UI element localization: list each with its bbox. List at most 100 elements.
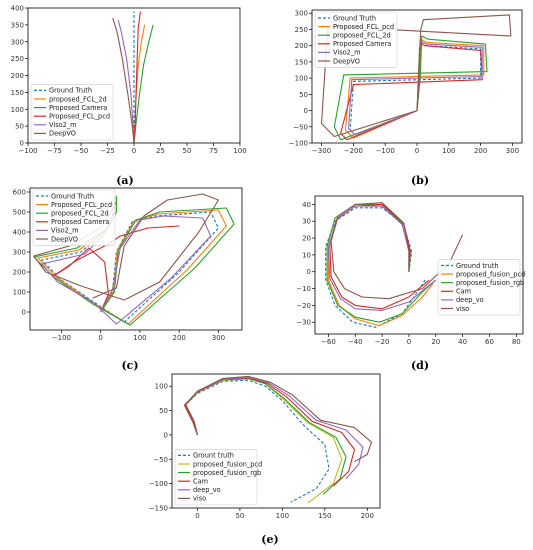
x-tick-label: 100: [233, 147, 246, 155]
x-tick-label: −20: [375, 338, 390, 346]
legend-entry: Cam: [193, 478, 208, 486]
legend-entry: proposed_fusion_rgb: [456, 279, 524, 287]
y-tick-label: 300: [13, 249, 26, 257]
legend-entry: Ground Truth: [51, 192, 94, 200]
legend-entry: Ground Truth: [333, 14, 376, 22]
y-tick-label: 30: [302, 218, 311, 226]
plot-frame-d: [314, 195, 524, 335]
legend-entry: Viso2_m: [49, 121, 77, 129]
x-tick-label: 0: [98, 334, 102, 342]
y-tick-label: 200: [13, 269, 26, 277]
legend-entry: DeepVO: [49, 130, 76, 138]
x-tick-label: −25: [100, 147, 115, 155]
plot-frame-c: [29, 187, 243, 331]
legend-entry: DeepVO: [333, 57, 360, 65]
y-tick-label: 200: [295, 42, 308, 50]
legend-entry: Proposed_FCL_pcd: [49, 113, 110, 121]
plot-frame-e: [171, 373, 381, 509]
y-tick-label: 300: [11, 38, 24, 46]
x-tick-label: 200: [474, 147, 487, 155]
series-line-d-3: [329, 203, 430, 310]
chart-panel-c: −100 0 100 200 300 0 100 200 300 400 500 600 Ground …: [13, 187, 243, 372]
series-group-e: [184, 375, 373, 504]
y-tick-label: 350: [11, 21, 24, 29]
y-tick-label: 250: [11, 55, 24, 63]
legend-entry: proposed_FCL_2d: [49, 95, 107, 103]
legend-box: [314, 11, 398, 68]
y-tick-label: 150: [11, 89, 24, 97]
series-line-e-3: [184, 377, 356, 487]
x-tick-label: 40: [458, 338, 467, 346]
chart-panel-b: −300 −200 −100 0 100 200 300 −100 −50 0 50 100 150 20…: [289, 9, 523, 187]
panel-caption-a: (a): [116, 174, 134, 187]
x-tick-label: 50: [235, 512, 244, 520]
y-tick-label: −100: [289, 140, 308, 148]
panel-caption-d: (d): [411, 359, 429, 372]
x-tick-label: 50: [183, 147, 192, 155]
chart-panel-e: 0 50 100 150 200 −150 −100 −50 0 50 100 Grount trut…: [149, 373, 381, 546]
y-tick-label: 100: [155, 383, 168, 391]
x-tick-label: 0: [407, 338, 411, 346]
series-line-a-5: [112, 17, 135, 143]
x-tick-label: 80: [512, 338, 521, 346]
x-tick-label: 60: [485, 338, 494, 346]
series-line-b-5: [320, 14, 512, 138]
y-tick-label: 250: [295, 26, 308, 34]
legend-entry: proposed_fusion_pcd: [456, 270, 525, 278]
legend-entry: Ground Truth: [49, 87, 92, 95]
legend-entry: viso: [456, 305, 469, 313]
x-tick-label: 0: [415, 147, 419, 155]
x-tick-label: −100: [52, 334, 71, 342]
legend-entry: Grount truth: [193, 452, 234, 460]
x-tick-label: −50: [74, 147, 89, 155]
x-tick-label: 25: [156, 147, 165, 155]
x-tick-label: 300: [212, 334, 225, 342]
legend-entry: proposed_FCL_2d: [51, 210, 109, 218]
y-tick-label: 0: [20, 140, 24, 148]
y-tick-label: 100: [11, 106, 24, 114]
x-tick-label: −40: [348, 338, 363, 346]
x-tick-label: −100: [18, 147, 37, 155]
y-tick-label: 400: [11, 5, 24, 13]
legend-entry: Ground truth: [456, 262, 499, 270]
x-tick-label: 200: [361, 512, 374, 520]
legend-entry: deep_vo: [193, 486, 221, 494]
y-tick-label: −20: [296, 302, 311, 310]
x-tick-label: 20: [431, 338, 440, 346]
x-tick-label: 100: [276, 512, 289, 520]
y-tick-label: −150: [149, 505, 168, 513]
series-line-d-4: [327, 205, 437, 311]
x-tick-label: 300: [506, 147, 519, 155]
series-line-c-4: [41, 215, 212, 325]
x-tick-label: −300: [312, 147, 331, 155]
legend-entry: proposed_FCL_2d: [333, 32, 391, 40]
x-tick-label: 100: [442, 147, 455, 155]
y-tick-label: 0: [164, 431, 168, 439]
legend-entry: Viso2_m: [51, 227, 79, 235]
series-group-b: [320, 14, 512, 141]
y-tick-label: −10: [296, 285, 311, 293]
y-tick-label: 500: [13, 209, 26, 217]
x-tick-label: −100: [376, 147, 395, 155]
y-tick-label: 0: [304, 107, 308, 115]
series-line-d-5: [330, 202, 464, 300]
y-tick-label: 100: [295, 75, 308, 83]
x-tick-label: 150: [318, 512, 331, 520]
y-tick-label: 0: [22, 309, 26, 317]
chart-panel-d: −60 −40 −20 0 20 40 60 80 −30 −20 −10 0 10 20 30 40 Grou…: [296, 195, 525, 372]
series-group-a: [112, 11, 154, 143]
legend-b: Ground TruthProposed_FCL_pcdproposed_FCL…: [314, 11, 398, 68]
series-line-e-5: [185, 375, 373, 463]
series-line-c-3: [53, 225, 180, 313]
x-tick-label: 100: [133, 334, 146, 342]
y-tick-label: 150: [295, 58, 308, 66]
legend-entry: deep_vo: [456, 296, 484, 304]
y-tick-label: 50: [299, 91, 308, 99]
series-line-a-4: [117, 19, 135, 143]
legend-box: [174, 449, 258, 506]
series-line-a-2: [133, 24, 154, 143]
legend-box: [32, 189, 116, 246]
legend-box: [30, 84, 114, 141]
series-line-d-0: [325, 207, 426, 328]
